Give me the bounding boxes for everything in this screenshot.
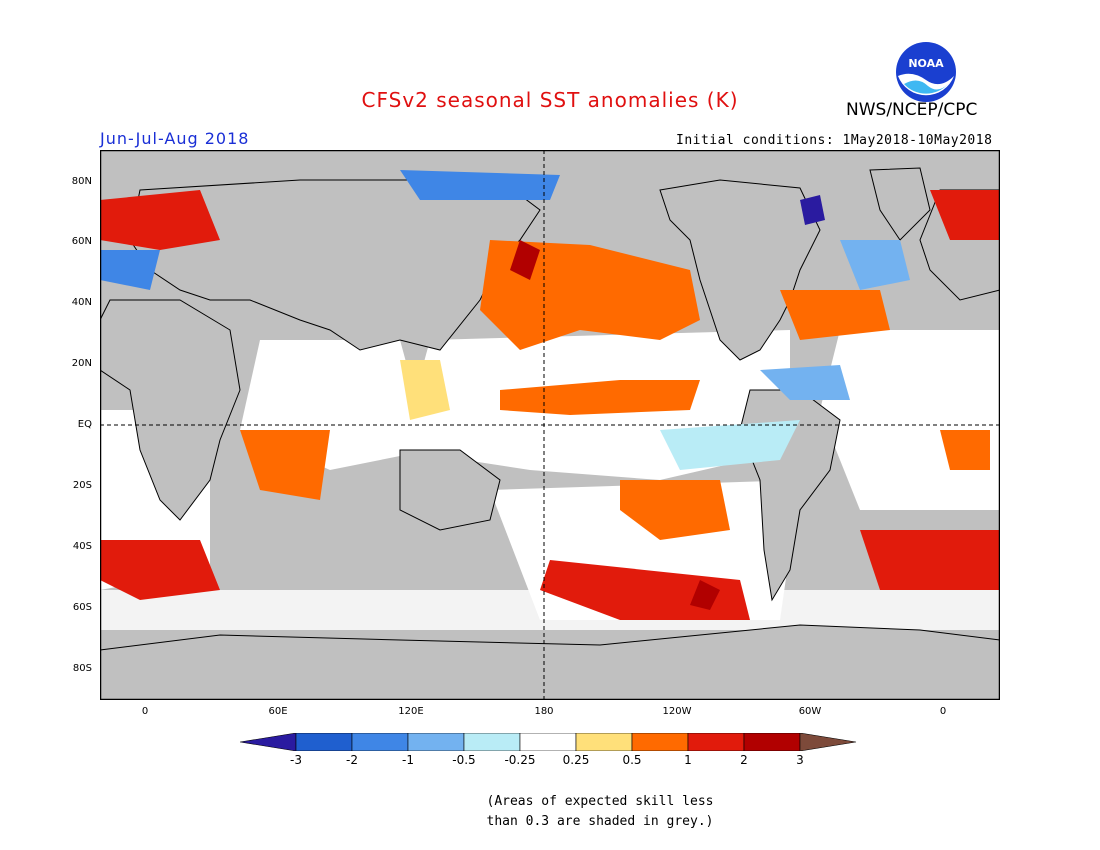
- colorbar-label: 0.25: [562, 753, 590, 767]
- sst-anomaly-map: [100, 150, 1000, 700]
- colorbar-cells: [240, 733, 857, 751]
- lat-label: 80S: [72, 663, 92, 674]
- lat-label: 20N: [71, 358, 92, 369]
- logo-text: NOAA: [908, 57, 944, 70]
- colorbar-label: 1: [684, 753, 692, 767]
- colorbar-cell: [575, 733, 633, 751]
- greenland: [869, 167, 931, 241]
- skill-note-line: than 0.3 are shaded in grey.): [486, 814, 714, 829]
- colorbar-label: 3: [796, 753, 804, 767]
- colorbar-cell: [631, 733, 689, 751]
- antarctica: [100, 624, 1000, 700]
- colorbar-cell: [295, 733, 353, 751]
- noaa-logo: NOAA: [896, 42, 956, 102]
- skill-note: (Areas of expected skill less than 0.3 a…: [440, 792, 760, 832]
- colorbar-label: -1: [402, 753, 414, 767]
- lat-label: 20S: [72, 480, 92, 491]
- colorbar-label: 0.5: [622, 753, 642, 767]
- colorbar-label: -0.5: [452, 753, 476, 767]
- colorbar-label: -3: [290, 753, 302, 767]
- lat-label: 60N: [71, 236, 92, 247]
- skill-note-line: (Areas of expected skill less: [486, 794, 714, 809]
- colorbar-label: -2: [346, 753, 358, 767]
- colorbar-cell: [687, 733, 745, 751]
- reference-grid: [100, 150, 1000, 700]
- europe-asia: [129, 179, 541, 351]
- north-america: [659, 179, 821, 361]
- colorbar-cell: [351, 733, 409, 751]
- colorbar-cell: [463, 733, 521, 751]
- negative-anomalies: [100, 170, 910, 470]
- colorbar-cell: [799, 733, 857, 751]
- lat-label: 80N: [71, 176, 92, 187]
- colorbar-label: -0.25: [504, 753, 536, 767]
- australia: [399, 449, 501, 531]
- land-masses: [100, 167, 1000, 700]
- lon-label: 180: [534, 706, 554, 717]
- season-label: Jun-Jul-Aug 2018: [100, 129, 250, 148]
- lon-label: 60W: [798, 706, 822, 717]
- colorbar-cell: [743, 733, 801, 751]
- lon-label: 120W: [662, 706, 692, 717]
- map-frame: [100, 150, 1000, 700]
- lon-label: 0: [939, 706, 947, 717]
- colorbar-cell: [407, 733, 465, 751]
- colorbar-cell: [240, 733, 297, 751]
- agency-label: NWS/NCEP/CPC: [846, 100, 978, 120]
- colorbar-cell: [519, 733, 577, 751]
- lat-label: 40N: [71, 297, 92, 308]
- lat-label: 60S: [72, 602, 92, 613]
- africa: [100, 299, 241, 521]
- map-title: CFSv2 seasonal SST anomalies (K): [361, 88, 739, 112]
- lat-label: EQ: [77, 419, 92, 430]
- lon-label: 0: [141, 706, 149, 717]
- lat-label: 40S: [72, 541, 92, 552]
- colorbar: [240, 733, 857, 751]
- positive-anomalies: [100, 190, 1000, 620]
- lon-label: 120E: [398, 706, 424, 717]
- colorbar-label: 2: [740, 753, 748, 767]
- initial-conditions-label: Initial conditions: 1May2018-10May2018: [676, 133, 993, 148]
- lon-label: 60E: [268, 706, 288, 717]
